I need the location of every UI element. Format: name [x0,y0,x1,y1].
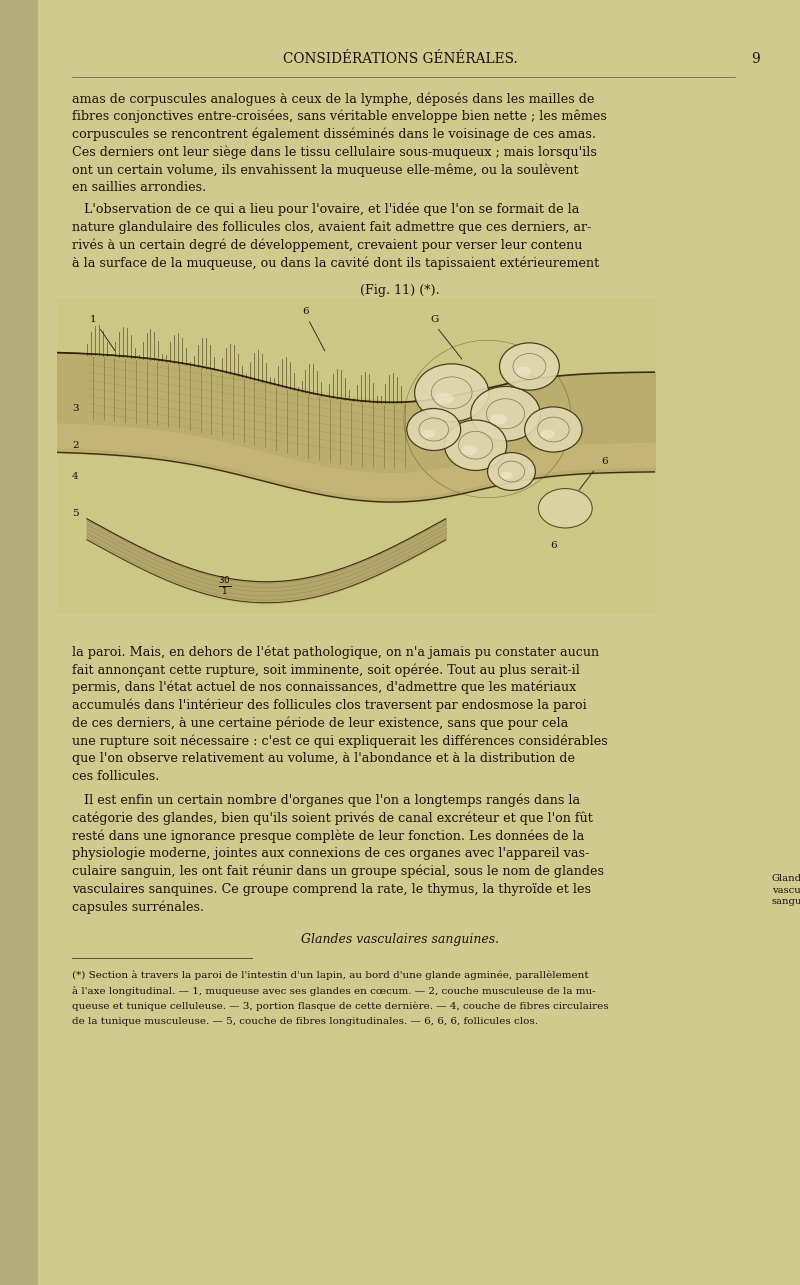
Text: CONSIDÉRATIONS GÉNÉRALES.: CONSIDÉRATIONS GÉNÉRALES. [282,51,518,66]
Text: vasculaires sanquines. Ce groupe comprend la rate, le thymus, la thyroïde et les: vasculaires sanquines. Ce groupe compren… [72,883,591,896]
Text: 1: 1 [90,315,97,324]
Text: ont un certain volume, ils envahissent la muqueuse elle-même, ou la soulèvent: ont un certain volume, ils envahissent l… [72,163,578,177]
Text: 2: 2 [72,441,78,450]
Text: la paroi. Mais, en dehors de l'état pathologique, on n'a jamais pu constater auc: la paroi. Mais, en dehors de l'état path… [72,645,599,659]
Ellipse shape [516,366,531,377]
Text: Glandes vasculaires sanguines.: Glandes vasculaires sanguines. [301,933,499,946]
Ellipse shape [414,364,489,421]
Text: fait annonçant cette rupture, soit imminente, soit opérée. Tout au plus serait-i: fait annonçant cette rupture, soit immin… [72,663,580,676]
Text: nature glandulaire des follicules clos, avaient fait admettre que ces derniers, : nature glandulaire des follicules clos, … [72,221,591,234]
Ellipse shape [435,393,454,405]
Text: permis, dans l'état actuel de nos connaissances, d'admettre que les matériaux: permis, dans l'état actuel de nos connai… [72,681,576,694]
Bar [0,0,38,1285]
Text: resté dans une ignorance presque complète de leur fonction. Les données de la: resté dans une ignorance presque complèt… [72,829,584,843]
Text: (*) Section à travers la paroi de l'intestin d'un lapin, au bord d'une glande ag: (*) Section à travers la paroi de l'inte… [72,970,589,980]
Ellipse shape [490,414,507,424]
Text: catégorie des glandes, bien qu'ils soient privés de canal excréteur et que l'on : catégorie des glandes, bien qu'ils soien… [72,811,593,825]
Text: 3: 3 [72,403,78,412]
Text: $\frac{30}{1}$: $\frac{30}{1}$ [218,576,231,598]
Text: rivés à un certain degré de développement, crevaient pour verser leur contenu: rivés à un certain degré de développemen… [72,239,582,252]
Text: Glandes
vasculaires
sanguines.: Glandes vasculaires sanguines. [772,874,800,906]
Text: à la surface de la muqueuse, ou dans la cavité dont ils tapissaient extérieureme: à la surface de la muqueuse, ou dans la … [72,256,599,270]
Text: corpuscules se rencontrent également disséminés dans le voisinage de ces amas.: corpuscules se rencontrent également dis… [72,127,596,141]
Text: 6: 6 [601,456,608,465]
Text: amas de corpuscules analogues à ceux de la lymphe, déposés dans les mailles de: amas de corpuscules analogues à ceux de … [72,93,594,105]
Ellipse shape [422,429,435,438]
Text: capsules surrénales.: capsules surrénales. [72,901,204,914]
Ellipse shape [501,472,513,479]
Text: une rupture soit nécessaire : c'est ce qui expliquerait les différences considér: une rupture soit nécessaire : c'est ce q… [72,734,608,748]
Text: que l'on observe relativement au volume, à l'abondance et à la distribution de: que l'on observe relativement au volume,… [72,752,575,765]
Text: de la tunique musculeuse. — 5, couche de fibres longitudinales. — 6, 6, 6, folli: de la tunique musculeuse. — 5, couche de… [72,1016,538,1025]
Ellipse shape [499,343,559,391]
Text: 6: 6 [302,307,309,316]
Text: 9: 9 [751,51,760,66]
Text: 4: 4 [72,473,78,482]
Ellipse shape [538,488,592,528]
Ellipse shape [462,445,477,455]
Text: à l'axe longitudinal. — 1, muqueuse avec ses glandes en cœcum. — 2, couche muscu: à l'axe longitudinal. — 1, muqueuse avec… [72,986,596,996]
Ellipse shape [445,420,506,470]
Text: de ces derniers, à une certaine période de leur existence, sans que pour cela: de ces derniers, à une certaine période … [72,717,568,730]
Ellipse shape [541,429,554,438]
Text: en saillies arrondies.: en saillies arrondies. [72,181,206,194]
Text: 6: 6 [550,541,557,550]
Text: physiologie moderne, jointes aux connexions de ces organes avec l'appareil vas-: physiologie moderne, jointes aux connexi… [72,847,590,860]
Text: L'observation de ce qui a lieu pour l'ovaire, et l'idée que l'on se formait de l: L'observation de ce qui a lieu pour l'ov… [72,203,579,216]
Ellipse shape [525,407,582,452]
Ellipse shape [471,387,540,441]
Ellipse shape [407,409,461,451]
Text: Il est enfin un certain nombre d'organes que l'on a longtemps rangés dans la: Il est enfin un certain nombre d'organes… [72,794,580,807]
Ellipse shape [487,452,535,491]
Text: fibres conjonctives entre-croisées, sans véritable enveloppe bien nette ; les mê: fibres conjonctives entre-croisées, sans… [72,109,607,123]
Text: ces follicules.: ces follicules. [72,770,159,783]
Text: (Fig. 11) (*).: (Fig. 11) (*). [360,284,440,297]
Text: Ces derniers ont leur siège dans le tissu cellulaire sous-muqueux ; mais lorsqu': Ces derniers ont leur siège dans le tiss… [72,145,597,159]
Text: accumulés dans l'intérieur des follicules clos traversent par endosmose la paroi: accumulés dans l'intérieur des follicule… [72,699,586,712]
Text: queuse et tunique celluleuse. — 3, portion flasque de cette dernière. — 4, couch: queuse et tunique celluleuse. — 3, porti… [72,1001,609,1011]
Text: culaire sanguin, les ont fait réunir dans un groupe spécial, sous le nom de glan: culaire sanguin, les ont fait réunir dan… [72,865,604,879]
Text: G: G [430,315,439,324]
Text: 5: 5 [72,509,78,518]
